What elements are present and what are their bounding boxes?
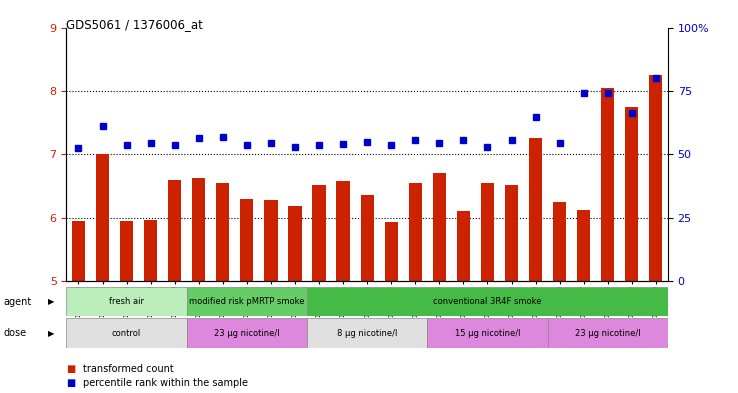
- Bar: [192, 178, 205, 281]
- Text: modified risk pMRTP smoke: modified risk pMRTP smoke: [189, 297, 305, 306]
- Bar: [312, 185, 325, 281]
- Bar: [577, 210, 590, 281]
- Bar: [264, 200, 277, 281]
- Bar: [384, 222, 398, 281]
- Bar: [548, 318, 668, 348]
- Text: agent: agent: [4, 297, 32, 307]
- Text: 23 μg nicotine/l: 23 μg nicotine/l: [214, 329, 280, 338]
- Bar: [427, 318, 548, 348]
- Text: ▶: ▶: [48, 329, 55, 338]
- Bar: [553, 202, 566, 281]
- Text: ■: ■: [66, 364, 76, 374]
- Bar: [337, 181, 350, 281]
- Text: fresh air: fresh air: [109, 297, 144, 306]
- Text: dose: dose: [4, 328, 27, 338]
- Bar: [625, 107, 638, 281]
- Bar: [601, 88, 614, 281]
- Text: GDS5061 / 1376006_at: GDS5061 / 1376006_at: [66, 18, 203, 31]
- Text: control: control: [112, 329, 141, 338]
- Bar: [216, 183, 230, 281]
- Bar: [168, 180, 182, 281]
- Bar: [307, 318, 427, 348]
- Bar: [432, 173, 446, 281]
- Bar: [529, 138, 542, 281]
- Bar: [457, 211, 470, 281]
- Bar: [241, 198, 253, 281]
- Bar: [120, 221, 133, 281]
- Bar: [66, 318, 187, 348]
- Bar: [96, 154, 109, 281]
- Bar: [505, 185, 518, 281]
- Text: transformed count: transformed count: [83, 364, 173, 374]
- Text: conventional 3R4F smoke: conventional 3R4F smoke: [433, 297, 542, 306]
- Bar: [409, 183, 422, 281]
- Bar: [187, 287, 307, 316]
- Bar: [66, 287, 187, 316]
- Bar: [187, 318, 307, 348]
- Text: percentile rank within the sample: percentile rank within the sample: [83, 378, 248, 388]
- Bar: [307, 287, 668, 316]
- Text: ■: ■: [66, 378, 76, 388]
- Text: 15 μg nicotine/l: 15 μg nicotine/l: [455, 329, 520, 338]
- Bar: [481, 183, 494, 281]
- Bar: [289, 206, 302, 281]
- Bar: [649, 75, 663, 281]
- Bar: [72, 221, 85, 281]
- Text: 8 μg nicotine/l: 8 μg nicotine/l: [337, 329, 397, 338]
- Bar: [361, 195, 373, 281]
- Text: ▶: ▶: [48, 297, 55, 306]
- Bar: [144, 220, 157, 281]
- Text: 23 μg nicotine/l: 23 μg nicotine/l: [575, 329, 641, 338]
